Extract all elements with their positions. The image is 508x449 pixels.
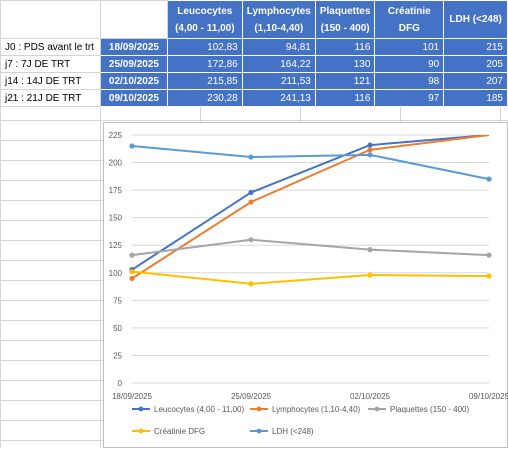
data-point bbox=[248, 189, 254, 196]
value-cell[interactable]: 215,85 bbox=[166, 72, 243, 90]
corner-cell[interactable] bbox=[0, 0, 101, 39]
x-tick-label: 18/09/2025 bbox=[112, 392, 153, 401]
data-point bbox=[129, 275, 135, 282]
legend-label: Plaquettes (150 - 400) bbox=[390, 405, 469, 414]
legend-label: Créatinie DFG bbox=[154, 427, 205, 436]
data-point bbox=[486, 252, 492, 258]
data-point bbox=[367, 147, 373, 153]
value-cell[interactable]: 207 bbox=[443, 72, 508, 90]
y-tick-label: 175 bbox=[109, 186, 123, 195]
column-header[interactable]: Créatinie DFG bbox=[374, 0, 445, 39]
series-line bbox=[131, 135, 490, 271]
table-row: J0 : PDS avant le trt 18/09/2025 102,83 94,… bbox=[0, 38, 508, 56]
table-row: j21 : 21J DE TRT 09/10/2025 230,28 241,13 11… bbox=[0, 89, 508, 107]
value-cell[interactable]: 185 bbox=[443, 89, 508, 107]
data-point bbox=[248, 237, 254, 243]
data-point bbox=[248, 281, 254, 287]
data-table: Leucocytes (4,00 - 11,00) Lymphocytes (1,… bbox=[0, 0, 508, 107]
y-tick-label: 0 bbox=[118, 379, 123, 388]
y-tick-label: 225 bbox=[109, 131, 123, 140]
value-cell[interactable]: 172,86 bbox=[166, 55, 243, 73]
series-line bbox=[131, 145, 490, 181]
value-cell[interactable]: 211,53 bbox=[241, 72, 316, 90]
data-point bbox=[248, 199, 254, 205]
chart-canvas: 0 25 50 75 100 125 150 175 200 225 18/09/2025 25/09… bbox=[109, 131, 508, 436]
x-tick-label: 02/10/2025 bbox=[350, 392, 391, 401]
y-tick-label: 75 bbox=[113, 296, 122, 305]
series-line bbox=[131, 270, 490, 285]
value-cell[interactable]: 205 bbox=[443, 55, 508, 73]
data-point bbox=[367, 152, 373, 158]
data-point bbox=[129, 143, 135, 149]
value-cell[interactable]: 230,28 bbox=[166, 89, 243, 107]
value-cell[interactable]: 130 bbox=[314, 55, 376, 73]
header-row: Leucocytes (4,00 - 11,00) Lymphocytes (1,… bbox=[0, 0, 508, 39]
value-cell[interactable]: 90 bbox=[374, 55, 445, 73]
column-header[interactable]: Plaquettes (150 - 400) bbox=[314, 0, 376, 39]
legend-label: LDH (<248) bbox=[272, 427, 314, 436]
value-cell[interactable]: 164,22 bbox=[241, 55, 316, 73]
date-header-cell[interactable] bbox=[99, 0, 168, 39]
row-label-cell[interactable]: j7 : 7J DE TRT bbox=[0, 55, 101, 73]
value-cell[interactable]: 121 bbox=[314, 72, 376, 90]
series-line bbox=[131, 135, 490, 280]
y-tick-label: 150 bbox=[109, 214, 123, 223]
series-line bbox=[131, 238, 490, 257]
data-point bbox=[367, 247, 373, 253]
legend-label: Lymphocytes (1,10-4,40) bbox=[272, 405, 361, 414]
data-point bbox=[248, 154, 254, 160]
data-point bbox=[367, 272, 373, 278]
data-point bbox=[486, 273, 492, 279]
column-header[interactable]: Leucocytes (4,00 - 11,00) bbox=[166, 0, 243, 39]
data-point bbox=[486, 176, 492, 182]
date-cell[interactable]: 09/10/2025 bbox=[99, 89, 168, 107]
value-cell[interactable]: 101 bbox=[374, 38, 445, 56]
legend-marker bbox=[256, 406, 262, 412]
table-row: j7 : 7J DE TRT 25/09/2025 172,86 164,22 130 9… bbox=[0, 55, 508, 73]
legend-label: Leucocytes (4,00 - 11,00) bbox=[154, 405, 244, 414]
value-cell[interactable]: 215 bbox=[443, 38, 508, 56]
y-tick-label: 100 bbox=[109, 269, 123, 278]
value-cell[interactable]: 97 bbox=[374, 89, 445, 107]
x-tick-label: 25/09/2025 bbox=[231, 392, 272, 401]
value-cell[interactable]: 102,83 bbox=[166, 38, 243, 56]
row-label-cell[interactable]: j21 : 21J DE TRT bbox=[0, 89, 101, 107]
table-row: j14 : 14J DE TRT 02/10/2025 215,85 211,53 12… bbox=[0, 72, 508, 90]
date-cell[interactable]: 25/09/2025 bbox=[99, 55, 168, 73]
row-label-cell[interactable]: J0 : PDS avant le trt bbox=[0, 38, 101, 56]
column-header[interactable]: LDH (<248) bbox=[443, 0, 508, 39]
value-cell[interactable]: 241,13 bbox=[241, 89, 316, 107]
y-tick-label: 200 bbox=[109, 159, 123, 168]
column-header[interactable]: Lymphocytes (1,10-4,40) bbox=[241, 0, 316, 39]
row-label-cell[interactable]: j14 : 14J DE TRT bbox=[0, 72, 101, 90]
date-cell[interactable]: 02/10/2025 bbox=[99, 72, 168, 90]
data-point bbox=[367, 142, 373, 148]
value-cell[interactable]: 116 bbox=[314, 89, 376, 107]
value-cell[interactable]: 98 bbox=[374, 72, 445, 90]
y-tick-label: 25 bbox=[113, 351, 122, 360]
legend-marker bbox=[256, 428, 262, 434]
y-tick-label: 125 bbox=[109, 241, 123, 250]
legend-marker bbox=[138, 406, 144, 412]
data-point bbox=[129, 269, 135, 275]
data-point bbox=[129, 252, 135, 258]
value-cell[interactable]: 94,81 bbox=[241, 38, 316, 56]
line-chart[interactable]: 0 25 50 75 100 125 150 175 200 225 18/09/2025 25/09… bbox=[103, 122, 508, 448]
date-cell[interactable]: 18/09/2025 bbox=[99, 38, 168, 56]
value-cell[interactable]: 116 bbox=[314, 38, 376, 56]
legend-marker bbox=[138, 428, 144, 434]
x-tick-label: 09/10/2025 bbox=[469, 392, 508, 401]
y-tick-label: 50 bbox=[113, 324, 122, 333]
legend-marker bbox=[374, 406, 380, 412]
